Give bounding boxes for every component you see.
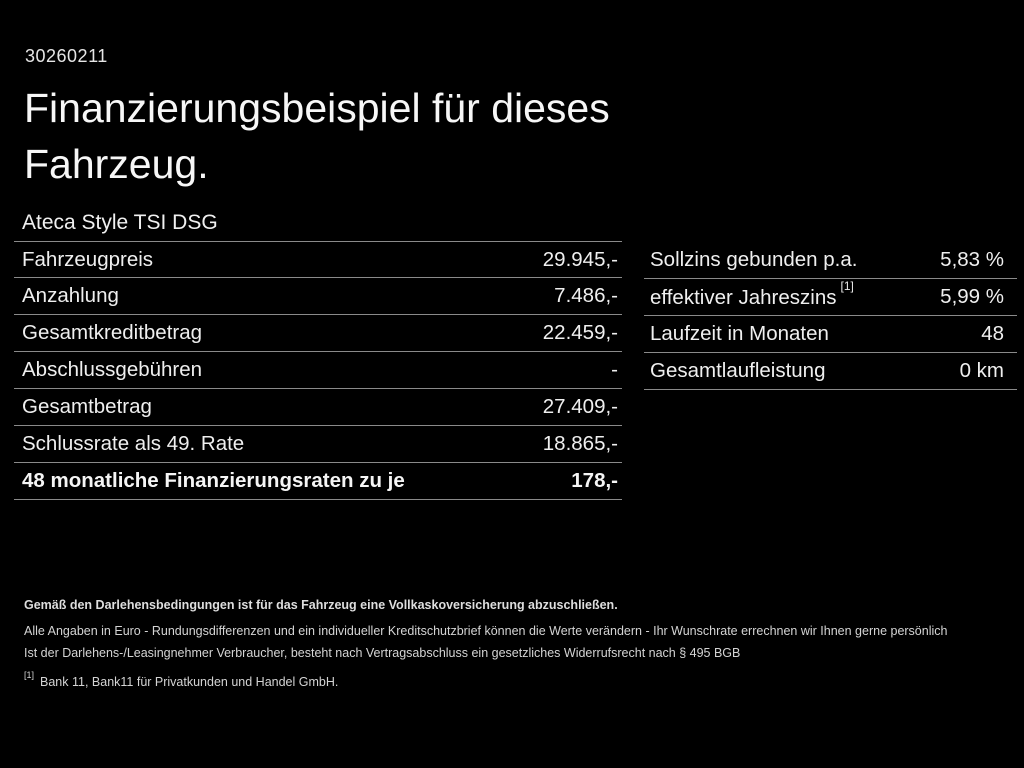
row-label: Abschlussgebühren (22, 358, 203, 381)
row-label: 48 monatliche Finanzierungsraten zu je (22, 469, 405, 492)
row-label: effektiver Jahreszins [1] (650, 278, 854, 309)
table-row-laufzeit: Laufzeit in Monaten 48 (644, 316, 1017, 353)
row-value: 22.459,- (542, 321, 618, 344)
model-name: Ateca Style TSI DSG (22, 211, 218, 234)
row-label: Schlussrate als 49. Rate (22, 432, 245, 455)
row-value: 7.486,- (554, 284, 618, 307)
row-value: 48 (981, 322, 1004, 345)
table-row-fahrzeugpreis: Fahrzeugpreis 29.945,- (14, 241, 622, 278)
row-label: Gesamtbetrag (22, 395, 152, 418)
footnote-marker: [1] (24, 670, 35, 680)
footnote-text: Bank 11, Bank11 für Privatkunden und Han… (40, 675, 339, 690)
table-row-effektiver-jahreszins: effektiver Jahreszins [1] 5,99 % (644, 279, 1017, 316)
row-value: 29.945,- (542, 247, 618, 271)
page-title-line-2: Fahrzeug. (24, 141, 209, 187)
row-label: Gesamtkreditbetrag (22, 321, 203, 344)
finance-table: Fahrzeugpreis 29.945,- Anzahlung 7.486,-… (14, 241, 622, 500)
table-row-anzahlung: Anzahlung 7.486,- (14, 278, 622, 315)
row-label: Fahrzeugpreis (22, 247, 154, 271)
table-row-gesamtkreditbetrag: Gesamtkreditbetrag 22.459,- (14, 315, 622, 352)
row-value: 178,- (571, 469, 618, 492)
row-value: 18.865,- (542, 432, 618, 455)
page-title: Finanzierungsbeispiel für dieses Fahrzeu… (24, 80, 610, 192)
row-value: 0 km (959, 359, 1004, 382)
vehicle-id: 30260211 (25, 46, 108, 66)
disclaimer: Gemäß den Darlehensbedingungen ist für d… (24, 598, 1009, 689)
row-label: Sollzins gebunden p.a. (650, 248, 858, 271)
row-label: Laufzeit in Monaten (650, 322, 829, 345)
row-value: 5,83 % (940, 248, 1004, 271)
row-value: 5,99 % (940, 285, 1004, 308)
table-row-sollzins: Sollzins gebunden p.a. 5,83 % (644, 242, 1017, 279)
table-row-gesamtlaufleistung: Gesamtlaufleistung 0 km (644, 353, 1017, 390)
disclaimer-widerruf-note: Ist der Darlehens-/Leasingnehmer Verbrau… (24, 646, 741, 660)
row-value: 27.409,- (542, 395, 618, 418)
page-title-line-1: Finanzierungsbeispiel für dieses (24, 85, 610, 131)
table-row-abschlussgebuehren: Abschlussgebühren - (14, 352, 622, 389)
table-row-monatsrate: 48 monatliche Finanzierungsraten zu je 1… (14, 463, 622, 500)
table-row-schlussrate: Schlussrate als 49. Rate 18.865,- (14, 426, 622, 463)
footnote-reference: [1] (840, 278, 854, 293)
disclaimer-euro-note: Alle Angaben in Euro - Rundungsdifferenz… (24, 624, 948, 638)
table-row-gesamtbetrag: Gesamtbetrag 27.409,- (14, 389, 622, 426)
footnote-bank: [1] Bank 11, Bank11 für Privatkunden und … (24, 670, 1009, 690)
conditions-table: Sollzins gebunden p.a. 5,83 % effektiver… (644, 242, 1017, 390)
row-label: Anzahlung (22, 284, 119, 307)
row-value: - (611, 358, 618, 381)
disclaimer-insurance-note: Gemäß den Darlehensbedingungen ist für d… (24, 598, 618, 612)
row-label: Gesamtlaufleistung (650, 359, 826, 382)
